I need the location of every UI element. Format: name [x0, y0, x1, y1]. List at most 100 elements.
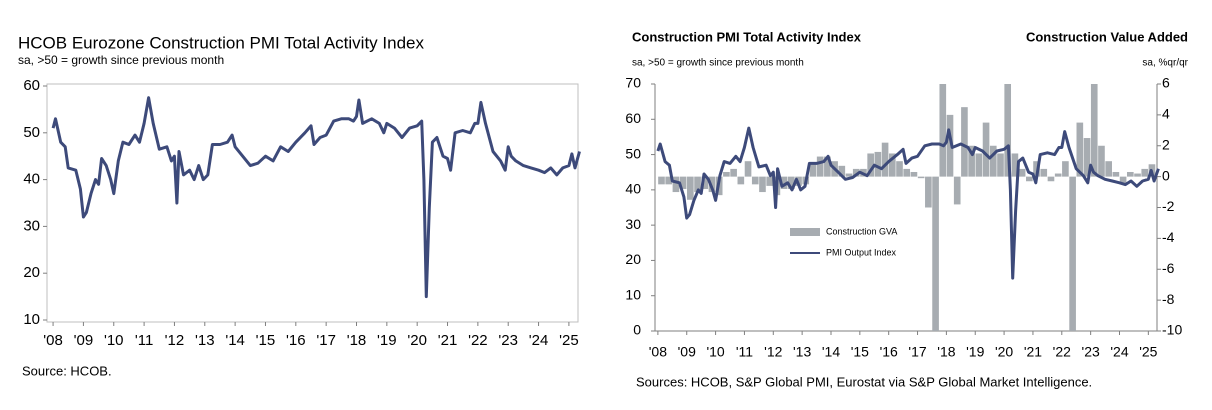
bar [939, 84, 947, 177]
line [51, 96, 581, 299]
bar [946, 114, 954, 177]
bar [961, 107, 968, 177]
x-tick-label: '22 [468, 332, 488, 349]
bar [896, 161, 903, 177]
x-tick-label: '22 [1053, 344, 1071, 360]
bar [1112, 171, 1120, 177]
x-tick-label: '21 [438, 332, 458, 349]
x-tick-label: '20 [995, 344, 1013, 360]
x-tick-label: '15 [256, 332, 276, 349]
bar [1141, 168, 1149, 177]
bar [881, 142, 889, 177]
x-tick-label: '23 [498, 332, 518, 349]
bar [730, 168, 737, 177]
y2-tick-label: -2 [1162, 198, 1175, 214]
bar [1004, 84, 1012, 177]
x-tick-label: '23 [1082, 344, 1100, 360]
x-tick-label: '21 [1024, 344, 1042, 360]
x-tick-label: '12 [764, 344, 782, 360]
bar [917, 176, 925, 179]
bar [1090, 84, 1098, 177]
bar [953, 176, 961, 205]
bar [874, 151, 882, 177]
bar [1018, 168, 1026, 177]
chart-subtitle: sa, >50 = growth since previous month [632, 58, 804, 69]
y-tick-label: 50 [625, 145, 641, 161]
x-tick-label: '09 [74, 332, 94, 349]
y2-tick-label: -4 [1162, 229, 1175, 245]
x-tick-label: '25 [559, 332, 579, 349]
y2-tick-label: 6 [1162, 75, 1170, 91]
bar [1047, 176, 1055, 182]
x-tick-label: '12 [165, 332, 185, 349]
bar [788, 176, 795, 189]
x-tick-label: '20 [407, 332, 427, 349]
bar [1119, 176, 1127, 185]
y2-title: Construction Value Added [1026, 29, 1188, 44]
bar [723, 171, 730, 177]
chart-title: Construction PMI Total Activity Index [632, 29, 862, 44]
x-tick-label: '14 [225, 332, 245, 349]
x-tick-label: '17 [316, 332, 336, 349]
legend-swatch [790, 228, 820, 236]
bar [658, 176, 665, 185]
bar [1126, 171, 1134, 177]
bar [975, 153, 983, 177]
bar [1069, 176, 1076, 331]
x-tick-label: '19 [966, 344, 984, 360]
x-tick-label: '24 [1110, 344, 1128, 360]
x-tick-label: '10 [706, 344, 724, 360]
bar [665, 176, 673, 185]
bar [932, 176, 939, 331]
y-tick-label: 60 [625, 110, 641, 126]
y-tick-label: 20 [23, 264, 40, 281]
x-tick-label: '17 [908, 344, 926, 360]
bar [1026, 176, 1033, 182]
bar [1134, 173, 1141, 177]
y-tick-label: 10 [23, 311, 40, 328]
bar [1054, 173, 1062, 177]
x-tick-label: '18 [347, 332, 367, 349]
bar [824, 156, 831, 177]
chart-title: HCOB Eurozone Construction PMI Total Act… [18, 33, 424, 52]
bar [982, 122, 990, 177]
bar [751, 176, 759, 185]
bar [997, 153, 1004, 177]
y-tick-label: 70 [625, 75, 641, 91]
bar [766, 176, 773, 186]
x-tick-label: '19 [377, 332, 397, 349]
x-tick-label: '13 [793, 344, 811, 360]
y-tick-label: 20 [625, 251, 641, 267]
bar [679, 176, 687, 189]
bar [845, 173, 853, 177]
bar [1098, 145, 1105, 177]
bar [744, 161, 752, 177]
x-tick-label: '11 [736, 344, 753, 360]
bar [1040, 168, 1048, 177]
bar [1105, 161, 1112, 177]
bar [737, 176, 745, 185]
bar [809, 164, 817, 177]
bar [989, 145, 997, 177]
x-tick-label: '14 [822, 344, 840, 360]
bar [816, 156, 824, 177]
x-tick-label: '11 [135, 332, 153, 349]
line [656, 126, 1160, 280]
y-tick-label: 40 [23, 171, 40, 188]
bar [687, 176, 694, 200]
bar [852, 168, 860, 177]
bar [968, 145, 975, 177]
bar [1011, 153, 1019, 177]
x-tick-label: '13 [195, 332, 215, 349]
y2-subtitle: sa, %qr/qr [1142, 58, 1188, 69]
bar [1062, 161, 1069, 177]
x-tick-label: '08 [649, 344, 667, 360]
y2-tick-label: -6 [1162, 260, 1175, 276]
y2-tick-label: -10 [1162, 322, 1182, 338]
x-tick-label: '09 [678, 344, 696, 360]
legend-label: Construction GVA [826, 226, 897, 236]
bar [910, 171, 918, 177]
y-tick-label: 40 [625, 181, 641, 197]
bar [672, 176, 680, 193]
